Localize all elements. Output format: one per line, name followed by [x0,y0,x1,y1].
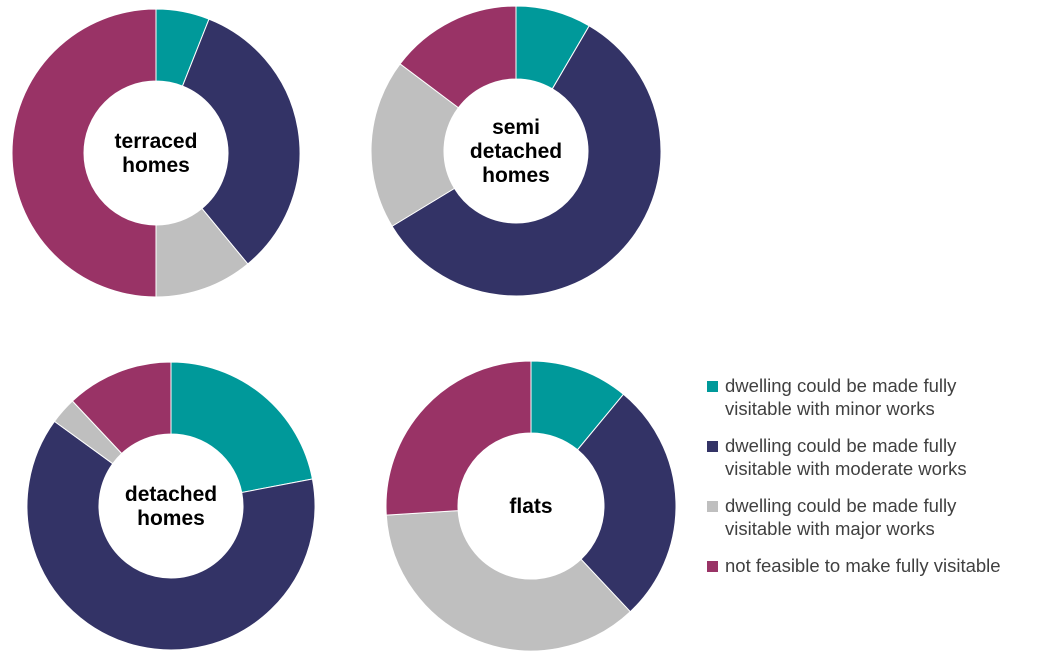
segment-terraced-homes-not-feasible [11,8,157,298]
donut-flats: flats [385,360,677,652]
segment-flats-major-works [385,510,631,652]
center-label-flats: flats [509,495,552,518]
legend-swatch-moderate-works [707,441,718,452]
legend-item-not-feasible: not feasible to make fully visitable [707,554,1062,577]
center-label-detached-homes: detached [125,483,217,506]
segment-detached-homes-moderate-works [26,420,316,651]
legend-swatch-minor-works [707,381,718,392]
legend-label-not-feasible: not feasible to make fully visitable [725,555,1001,576]
legend-swatch-major-works [707,501,718,512]
center-label-detached-homes: homes [137,507,205,530]
legend-label-major-works: dwelling could be made fully visitable w… [725,495,957,539]
center-label-terraced-homes: homes [122,154,190,177]
segment-flats-moderate-works [576,393,677,613]
legend-item-minor-works: dwelling could be made fully visitable w… [707,374,1062,420]
segment-semi-detached-homes-moderate-works [391,25,662,297]
segment-flats-not-feasible [385,360,532,516]
legend-item-moderate-works: dwelling could be made fully visitable w… [707,434,1062,480]
legend-label-moderate-works: dwelling could be made fully visitable w… [725,435,967,479]
chart-legend: dwelling could be made fully visitable w… [707,374,1062,591]
center-label-semi-detached-homes: detached [470,140,562,163]
center-label-terraced-homes: terraced [115,130,198,153]
segment-terraced-homes-moderate-works [181,18,301,265]
legend-swatch-not-feasible [707,561,718,572]
center-label-semi-detached-homes: homes [482,164,550,187]
segment-detached-homes-minor-works [170,361,314,494]
segment-semi-detached-homes-not-feasible [399,5,517,109]
segment-detached-homes-not-feasible [71,361,172,455]
legend-label-minor-works: dwelling could be made fully visitable w… [725,375,957,419]
segment-semi-detached-homes-major-works [370,63,460,227]
center-label-semi-detached-homes: semi [492,116,540,139]
legend-item-major-works: dwelling could be made fully visitable w… [707,494,1062,540]
